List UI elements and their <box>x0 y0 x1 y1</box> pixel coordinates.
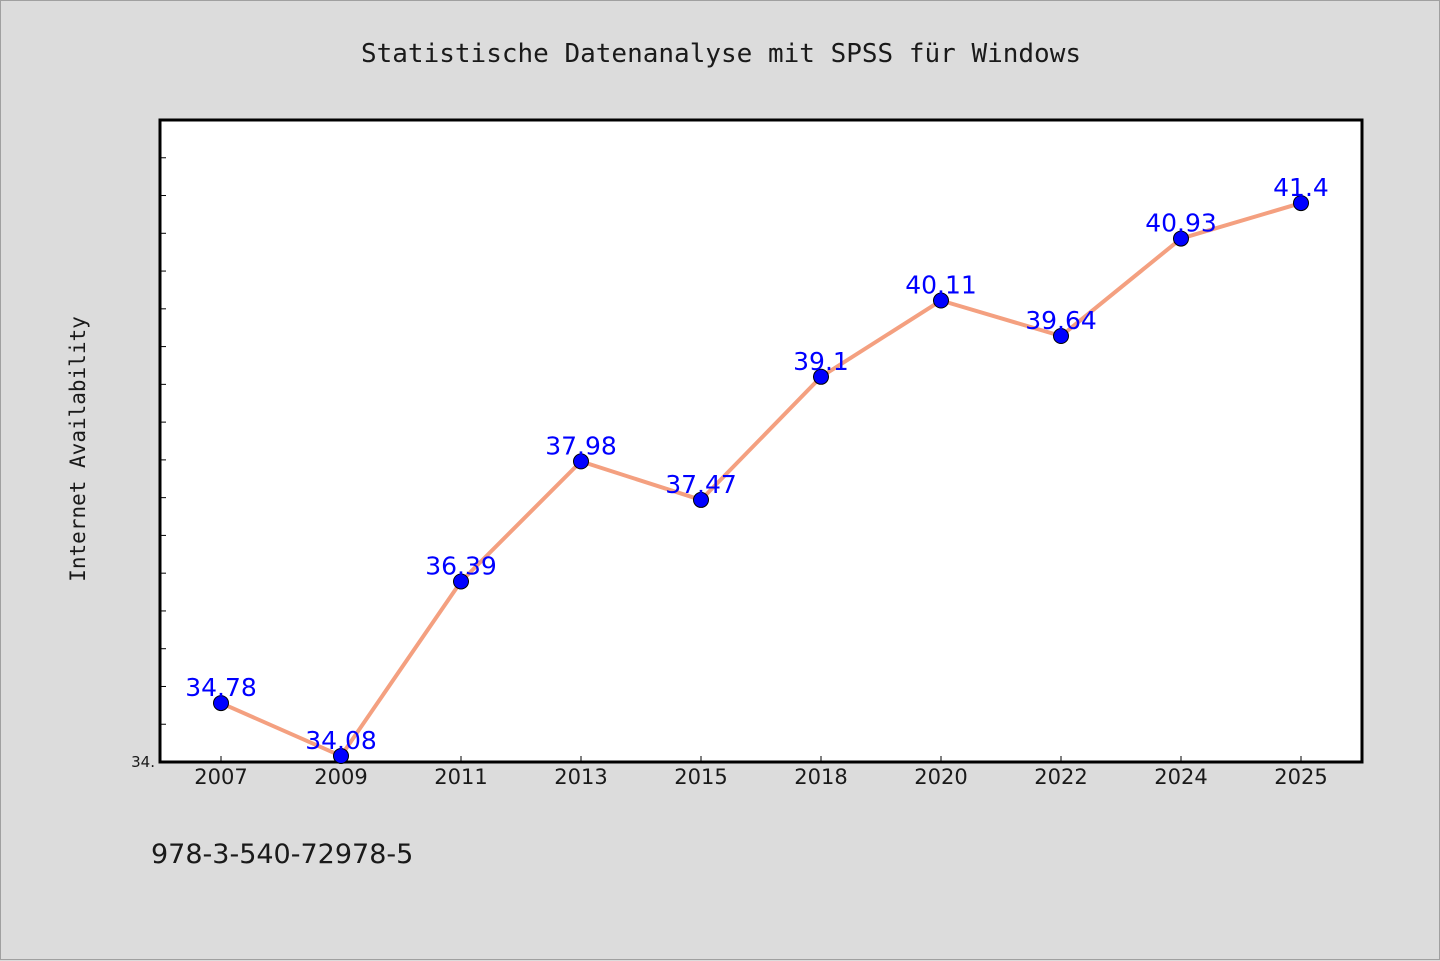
data-label-2022: 39.64 <box>1025 306 1097 335</box>
data-label-2007: 34.78 <box>185 673 257 702</box>
x-tick-label-2013: 2013 <box>554 765 607 789</box>
data-point-2011 <box>453 573 469 590</box>
data-label-2013: 37.98 <box>545 431 617 460</box>
data-label-2009: 34.08 <box>305 726 377 755</box>
y-axis-ticks <box>160 157 166 725</box>
series-line-0 <box>220 201 1302 758</box>
data-point-2025 <box>1293 195 1309 212</box>
data-label-2020: 40.11 <box>905 271 977 300</box>
x-tick-label-2020: 2020 <box>914 765 967 789</box>
data-point-2024 <box>1173 230 1189 247</box>
data-label-2018: 39.1 <box>793 347 849 376</box>
data-point-2013 <box>573 453 589 470</box>
data-point-2007 <box>213 695 229 712</box>
x-tick-label-2015: 2015 <box>674 765 727 789</box>
x-axis-ticks: 2007 2009 2011 2013 2015 2018 2020 2022 2024 2025 <box>194 756 1328 789</box>
series-layer <box>213 195 1309 764</box>
isbn-text: 978-3-540-72978-5 <box>151 839 413 870</box>
x-tick-label-2007: 2007 <box>194 765 247 789</box>
data-point-2015 <box>693 491 709 508</box>
x-tick-label-2011: 2011 <box>434 765 487 789</box>
data-point-2009 <box>333 747 349 764</box>
x-tick-label-2009: 2009 <box>314 765 367 789</box>
x-tick-label-2025: 2025 <box>1274 765 1327 789</box>
x-tick-label-2022: 2022 <box>1034 765 1087 789</box>
data-label-2011: 36.39 <box>425 551 497 580</box>
data-point-2020 <box>933 292 949 309</box>
data-label-2025: 41.4 <box>1273 173 1329 202</box>
x-tick-label-2024: 2024 <box>1154 765 1207 789</box>
x-tick-label-2018: 2018 <box>794 765 847 789</box>
data-label-2024: 40.93 <box>1145 209 1217 238</box>
chart-title: Statistische Datenanalyse mit SPSS für W… <box>361 39 1081 69</box>
y-axis-label: Internet Availability <box>66 316 90 582</box>
data-label-2015: 37.47 <box>665 470 737 499</box>
data-point-2018 <box>813 368 829 385</box>
y-tick-label-min: 34. <box>131 753 155 771</box>
data-labels-layer: 34.78 34.08 36.39 37.98 37.47 39.1 40.11 39.64 4… <box>185 173 1329 755</box>
data-point-2022 <box>1053 328 1069 345</box>
